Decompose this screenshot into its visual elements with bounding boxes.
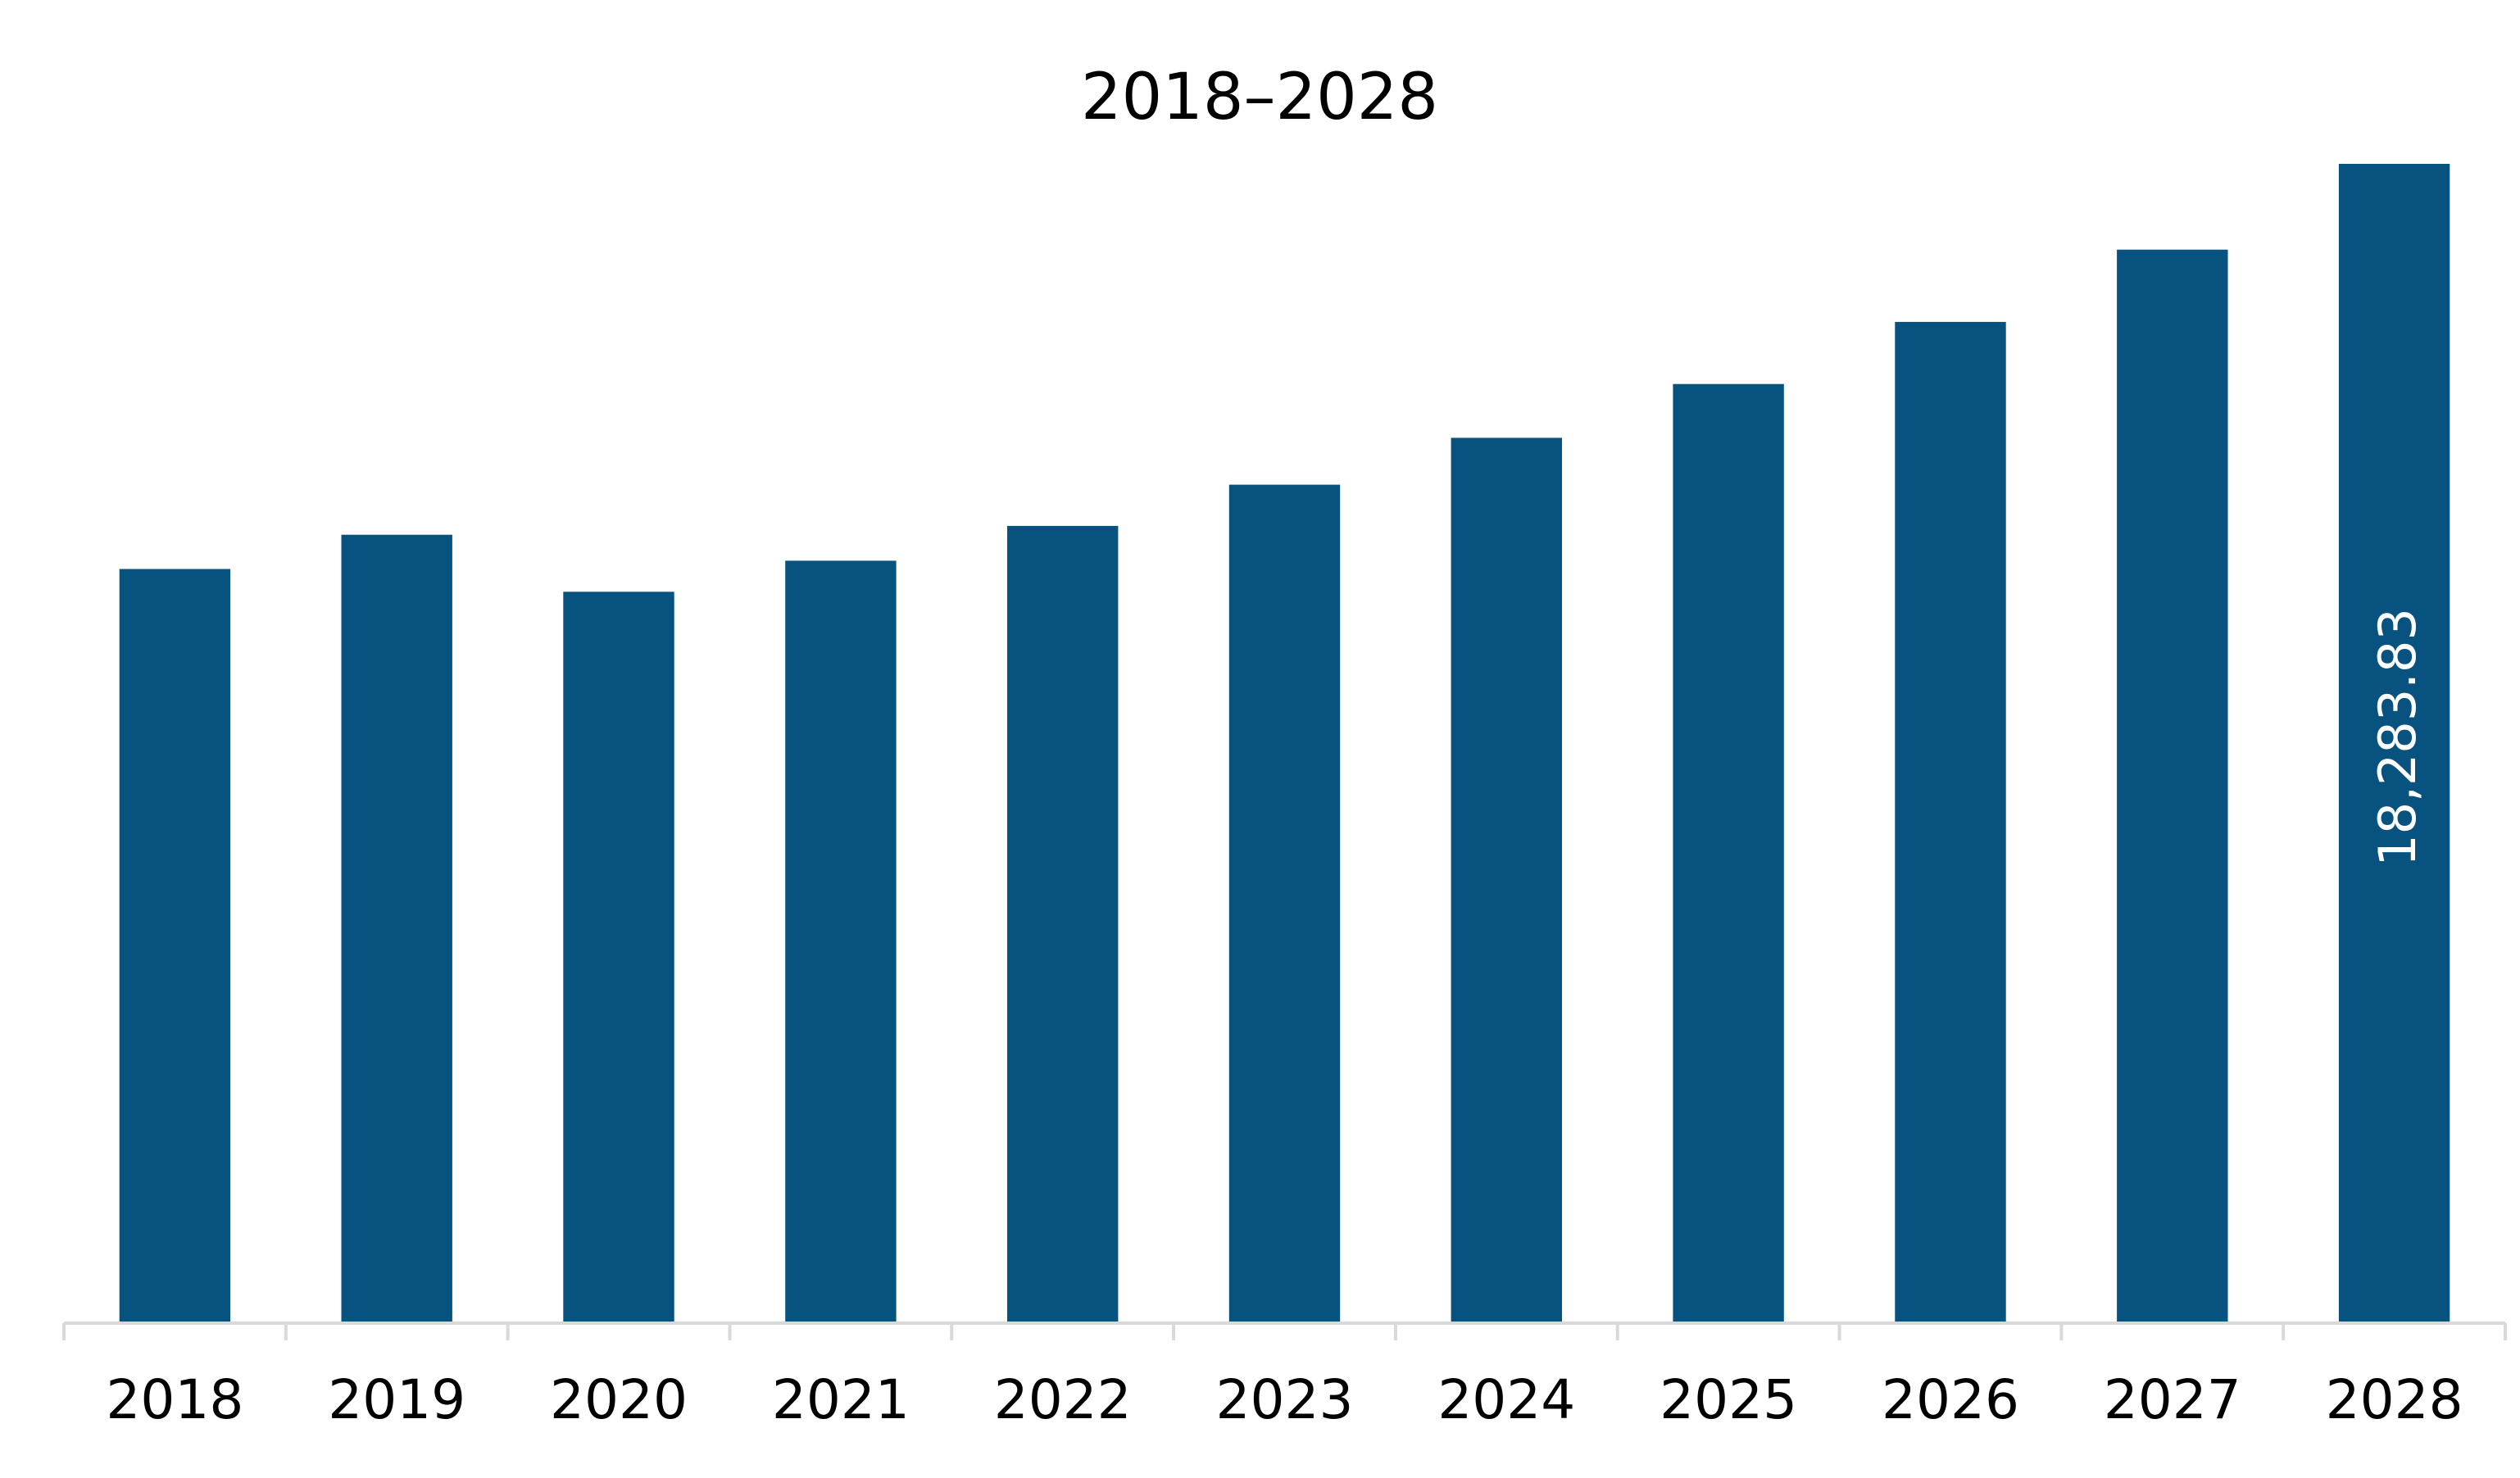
x-tick-label-2021: 2021 bbox=[772, 1368, 910, 1431]
x-tick-label-2028: 2028 bbox=[2326, 1368, 2463, 1431]
bar-2023 bbox=[1228, 484, 1341, 1322]
bar-2022 bbox=[1007, 525, 1119, 1322]
x-tick-label-2024: 2024 bbox=[1437, 1368, 1575, 1431]
x-tick-label-2020: 2020 bbox=[550, 1368, 688, 1431]
x-tick-label-2025: 2025 bbox=[1660, 1368, 1797, 1431]
x-tick-label-2022: 2022 bbox=[994, 1368, 1132, 1431]
x-axis bbox=[62, 1322, 2507, 1340]
x-tick-label-2026: 2026 bbox=[1882, 1368, 2019, 1431]
bars-layer bbox=[119, 164, 2450, 1323]
bar-2027 bbox=[2117, 249, 2228, 1323]
x-tick-label-2023: 2023 bbox=[1216, 1368, 1354, 1431]
bar-2028 bbox=[2338, 164, 2450, 1322]
bar-2026 bbox=[1895, 321, 2006, 1322]
bar-2024 bbox=[1451, 438, 1562, 1322]
bar-2019 bbox=[341, 534, 452, 1322]
x-axis-tick-labels: 2018 2019 2020 2021 2022 2023 2024 2025 2026 2027… bbox=[106, 1368, 2463, 1431]
chart-title: 2018–2028 bbox=[1081, 61, 1438, 134]
bar-2018 bbox=[119, 569, 231, 1322]
x-tick-label-2019: 2019 bbox=[328, 1368, 465, 1431]
bar-2025 bbox=[1673, 383, 1784, 1323]
bar-2020 bbox=[563, 592, 674, 1322]
data-label-2028: 18,283.83 bbox=[2368, 608, 2427, 867]
x-tick-label-2027: 2027 bbox=[2104, 1368, 2241, 1431]
x-tick-label-2018: 2018 bbox=[106, 1368, 243, 1431]
data-labels: 18,283.83 bbox=[2368, 608, 2427, 867]
bar-2021 bbox=[785, 560, 897, 1322]
